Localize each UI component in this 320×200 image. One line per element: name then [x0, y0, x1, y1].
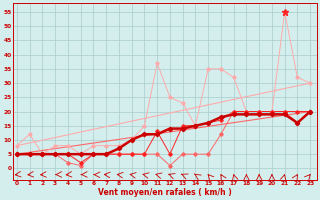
- X-axis label: Vent moyen/en rafales ( km/h ): Vent moyen/en rafales ( km/h ): [98, 188, 232, 197]
